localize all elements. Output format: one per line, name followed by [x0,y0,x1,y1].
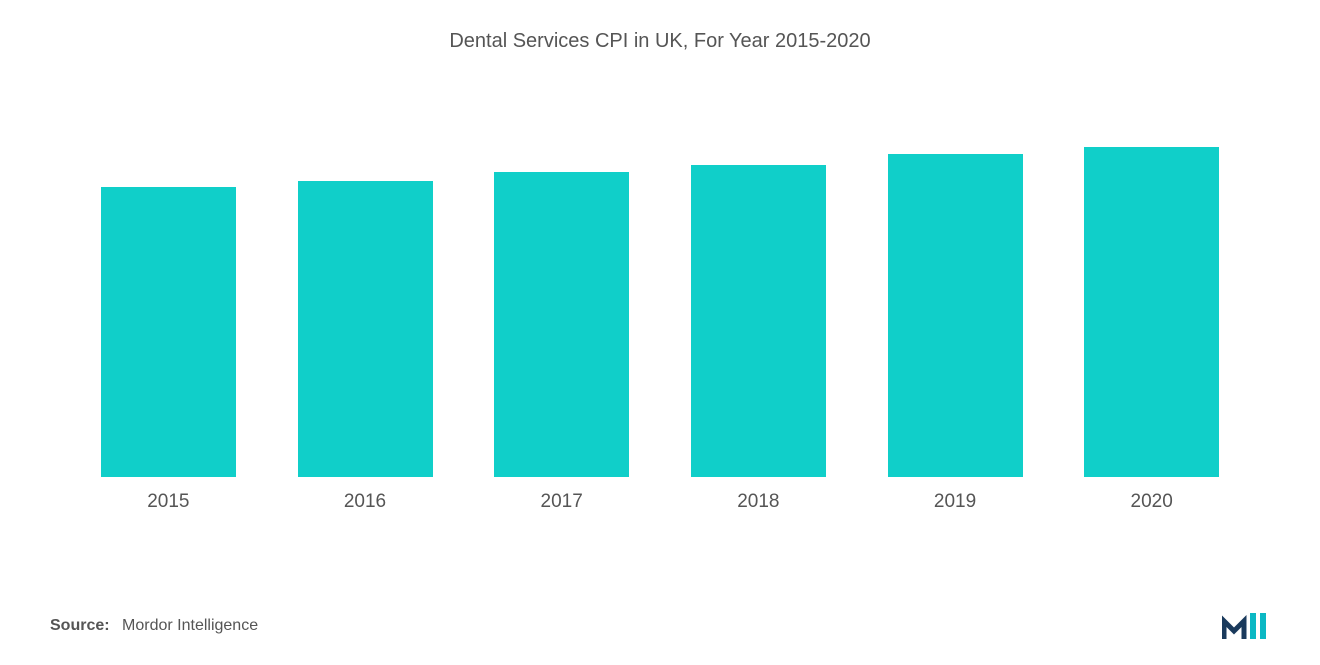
bar-label-2016: 2016 [344,491,386,513]
bar-group-2019: 2019 [857,154,1054,513]
bar-label-2020: 2020 [1131,491,1173,513]
source-line: Source: Mordor Intelligence [50,617,258,635]
source-value: Mordor Intelligence [122,617,258,634]
bar-label-2017: 2017 [541,491,583,513]
source-label: Source: [50,617,110,634]
bar-group-2018: 2018 [660,165,857,513]
bar-group-2017: 2017 [463,172,660,513]
bar-group-2020: 2020 [1053,147,1250,513]
bar-group-2016: 2016 [267,181,464,513]
bar-2017 [494,172,629,477]
bar-group-2015: 2015 [70,187,267,513]
bar-2020 [1084,147,1219,477]
bar-2019 [888,154,1023,477]
bar-2016 [298,181,433,477]
brand-logo [1222,611,1270,641]
chart-title: Dental Services CPI in UK, For Year 2015… [50,30,1270,53]
chart-area: 2015 2016 2017 2018 2019 2020 [50,113,1270,513]
bar-2015 [101,187,236,477]
bar-label-2019: 2019 [934,491,976,513]
bar-label-2015: 2015 [147,491,189,513]
bar-2018 [691,165,826,477]
bar-label-2018: 2018 [737,491,779,513]
